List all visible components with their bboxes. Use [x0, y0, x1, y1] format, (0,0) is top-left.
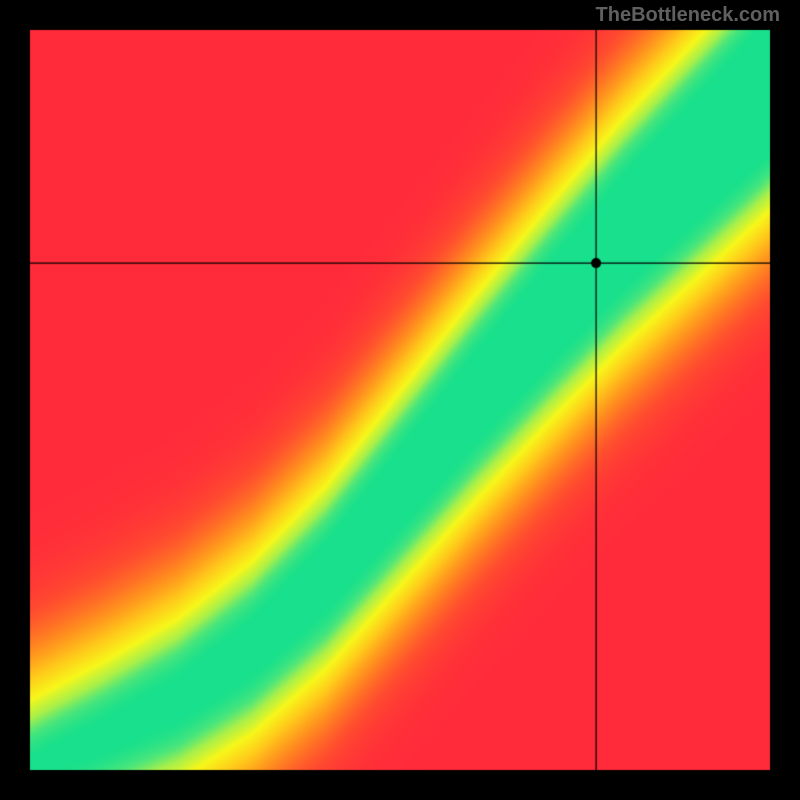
bottleneck-heatmap [0, 0, 800, 800]
attribution-label: TheBottleneck.com [596, 4, 780, 27]
chart-container: TheBottleneck.com [0, 0, 800, 800]
